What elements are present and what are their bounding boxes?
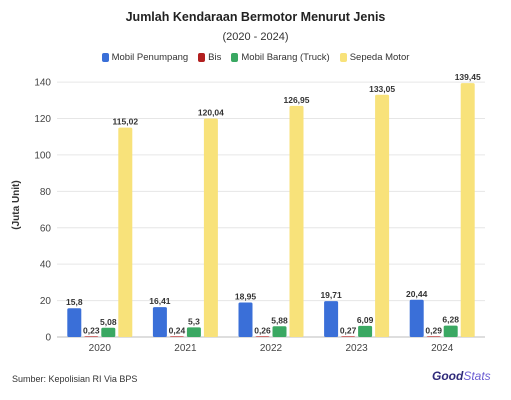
bar — [426, 336, 441, 337]
bar — [358, 325, 373, 337]
x-tick-label: 2022 — [260, 343, 283, 354]
bar — [152, 307, 167, 337]
bar — [84, 336, 99, 337]
data-label: 0,29 — [425, 325, 442, 335]
legend-item: Bis — [198, 52, 221, 63]
legend-label: Mobil Barang (Truck) — [241, 52, 330, 63]
legend-item: Mobil Penumpang — [101, 52, 189, 63]
y-tick-label: 80 — [40, 187, 52, 198]
x-tick-label: 2024 — [431, 343, 454, 354]
data-label: 139,45 — [455, 72, 481, 82]
legend-label: Mobil Penumpang — [111, 52, 189, 63]
data-label: 0,26 — [254, 325, 271, 335]
x-tick-label: 2023 — [345, 343, 368, 354]
brand-good: Good — [432, 369, 464, 383]
goodstats-logo: GoodStats — [432, 369, 491, 383]
y-tick-label: 100 — [34, 150, 51, 161]
bar — [169, 336, 184, 337]
legend-label: Bis — [208, 52, 222, 63]
data-label: 5,3 — [188, 316, 200, 326]
bar — [272, 326, 287, 337]
bar — [289, 105, 304, 337]
y-tick-label: 120 — [34, 114, 51, 125]
y-tick-label: 20 — [40, 296, 52, 307]
legend: Mobil Penumpang Bis Mobil Barang (Truck) Se… — [0, 52, 511, 63]
legend-item: Sepeda Motor — [339, 52, 410, 63]
data-label: 5,08 — [100, 317, 117, 327]
chart-subtitle: (2020 - 2024) — [222, 31, 289, 43]
bar — [255, 336, 270, 337]
legend-swatch — [231, 53, 239, 62]
legend-swatch — [339, 53, 347, 62]
data-label: 20,44 — [406, 289, 428, 299]
legend-item: Mobil Barang (Truck) — [231, 52, 330, 63]
data-label: 115,02 — [113, 117, 139, 127]
data-label: 120,04 — [198, 107, 224, 117]
bar — [341, 336, 356, 337]
data-label: 0,27 — [340, 325, 357, 335]
bar — [118, 127, 133, 337]
y-axis-label: (Juta Unit) — [11, 180, 22, 229]
bar — [324, 301, 339, 337]
data-label: 15,8 — [66, 297, 83, 307]
data-label: 126,95 — [284, 95, 310, 105]
y-tick-label: 0 — [45, 333, 51, 344]
bar — [443, 325, 458, 337]
source-note: Sumber: Kepolisian RI Via BPS — [12, 374, 138, 384]
brand-stats: Stats — [463, 369, 491, 383]
bar — [460, 83, 475, 337]
data-label: 18,95 — [235, 291, 257, 301]
data-label: 19,71 — [320, 290, 342, 300]
data-label: 0,24 — [169, 325, 186, 335]
data-label: 0,23 — [83, 325, 100, 335]
data-label: 6,09 — [357, 315, 374, 325]
data-label: 16,41 — [149, 296, 171, 306]
chart-title: Jumlah Kendaraan Bermotor Menurut Jenis — [125, 10, 386, 24]
y-tick-label: 40 — [40, 260, 52, 271]
x-tick-label: 2021 — [174, 343, 197, 354]
y-tick-label: 140 — [34, 78, 51, 89]
bar — [238, 302, 253, 337]
legend-swatch — [198, 53, 206, 62]
bar — [409, 299, 424, 337]
legend-swatch — [101, 53, 109, 62]
x-tick-label: 2020 — [89, 343, 112, 354]
data-label: 5,88 — [271, 315, 288, 325]
bar — [67, 308, 82, 337]
data-label: 6,28 — [442, 315, 459, 325]
bar — [375, 94, 390, 338]
bar — [101, 327, 116, 337]
bar — [186, 327, 201, 337]
data-label: 133,05 — [369, 84, 395, 94]
bar — [203, 118, 218, 337]
legend-label: Sepeda Motor — [349, 52, 410, 63]
y-tick-label: 60 — [40, 223, 52, 234]
